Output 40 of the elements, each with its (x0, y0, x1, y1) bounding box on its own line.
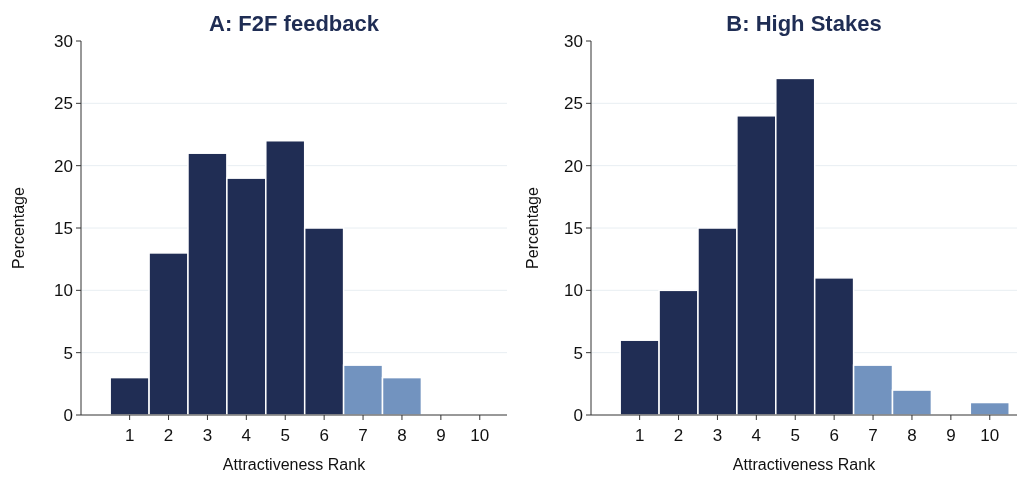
x-tick-label: 6 (829, 426, 839, 445)
x-tick-label: 9 (946, 426, 956, 445)
x-tick-label: 3 (202, 426, 213, 445)
x-tick-label: 4 (751, 426, 762, 445)
x-tick-label: 6 (319, 426, 329, 445)
x-tick-label: 2 (163, 426, 174, 445)
y-tick-label: 25 (54, 94, 73, 114)
y-tick-label: 30 (54, 31, 73, 51)
x-tick-label: 8 (907, 426, 917, 445)
x-axis-title: Attractiveness Rank (732, 456, 877, 473)
y-tick-label: 0 (573, 405, 583, 425)
x-tick-label: 9 (436, 426, 446, 445)
chart-title: B: High Stakes (726, 11, 882, 36)
x-tick-label: 8 (397, 426, 407, 445)
x-tick-label: 5 (280, 426, 290, 445)
y-tick-label: 0 (63, 405, 73, 425)
x-tick-label: 10 (980, 426, 1000, 445)
x-tick-label: 3 (712, 426, 723, 445)
chart-title: A: F2F feedback (209, 11, 380, 36)
y-tick-label: 20 (54, 156, 73, 176)
y-tick-label: 5 (63, 343, 73, 363)
x-axis-title: Attractiveness Rank (222, 456, 367, 473)
y-axis-title: Percentage (524, 186, 541, 269)
y-tick-label: 10 (564, 281, 583, 301)
y-axis-title: Percentage (10, 186, 27, 269)
x-tick-label: 1 (634, 426, 645, 445)
y-tick-label: 15 (564, 218, 583, 238)
y-tick-label: 15 (54, 218, 73, 238)
x-tick-label: 10 (470, 426, 490, 445)
y-tick-label: 30 (564, 31, 583, 51)
x-tick-label: 4 (241, 426, 252, 445)
x-tick-label: 7 (868, 426, 878, 445)
x-tick-label: 7 (358, 426, 368, 445)
x-tick-label: 5 (790, 426, 800, 445)
x-tick-label: 2 (673, 426, 684, 445)
y-tick-label: 25 (564, 94, 583, 114)
y-tick-label: 5 (573, 343, 583, 363)
y-tick-label: 20 (564, 156, 583, 176)
y-tick-label: 10 (54, 281, 73, 301)
x-tick-label: 1 (124, 426, 135, 445)
